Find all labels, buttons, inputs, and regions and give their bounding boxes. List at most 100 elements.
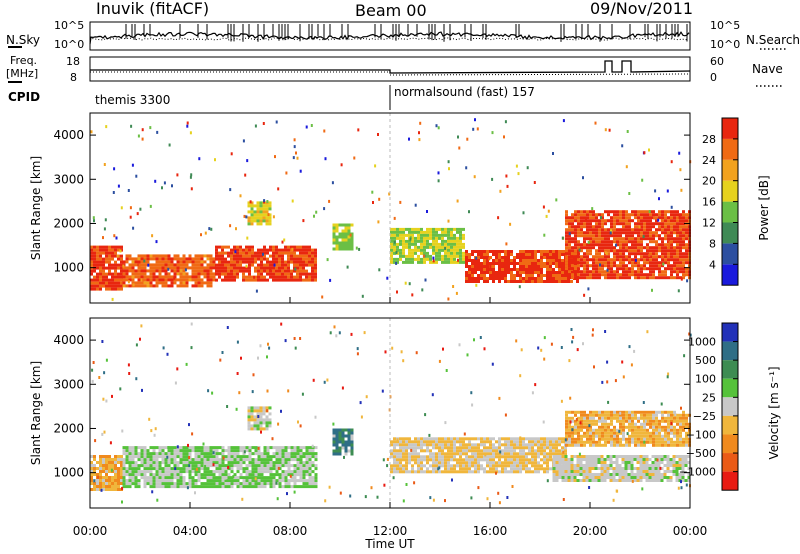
data-cell-r1 [152,257,156,261]
data-cell-r6 [595,413,598,417]
data-cell-r7 [661,243,664,247]
data-cell-r2 [233,278,236,282]
data-cell-r7 [568,255,571,259]
data-cell-r0 [117,257,120,261]
data-cell-r5 [399,227,402,231]
data-cell-r5 [420,257,423,261]
data-cell-r0 [114,245,117,249]
data-cell-r1 [218,467,222,471]
data-cell-r2 [251,278,254,282]
data-cell-r0 [96,287,99,291]
data-cell-r2 [299,272,302,276]
data-cell-r1 [158,482,162,486]
data-cell-r7 [661,240,664,244]
data-cell-r1 [263,470,267,474]
data-cell-r2 [284,272,287,276]
data-cell-r7 [682,213,685,217]
data-cell-r7 [682,216,685,220]
data-cell-r6 [540,271,543,274]
data-cell-r1 [233,476,237,480]
data-cell-r3 [347,443,351,447]
data-cell-r4 [474,470,477,474]
data-cell-r2 [242,257,245,261]
data-cell-r1 [269,479,273,483]
data-cell-r6 [561,277,564,280]
data-cell-r1 [215,449,219,453]
data-cell-r4 [462,470,465,474]
data-cell-r2 [299,278,302,282]
data-cell-r1 [143,464,147,468]
data-cell-r2 [242,278,245,282]
data-cell-r7 [634,252,637,256]
data-cell-r6 [540,265,543,268]
data-cell-r3 [262,207,266,211]
data-cell-r2 [218,269,221,273]
data-cell-r5 [393,257,396,261]
data-cell-r1 [161,281,165,285]
data-cell-r1 [185,260,189,264]
data-cell-r5 [414,242,417,246]
data-cell-r4 [453,458,456,462]
data-cell-r5 [585,470,589,473]
data-cell-r2 [256,427,260,431]
data-cell-r1 [155,281,159,285]
data-cell-r7 [640,234,643,238]
data-cell-r0 [120,257,123,261]
data-cell-r2 [275,275,278,279]
data-cell-r2 [272,257,275,261]
data-cell-r6 [525,262,528,265]
data-cell-r0 [117,281,120,285]
data-cell-r1 [173,455,177,459]
data-cell-r7 [661,252,664,256]
data-cell-r7 [682,237,685,241]
data-cell-r0 [96,254,99,258]
data-cell-r1 [161,269,165,273]
data-cell-r5 [681,467,685,470]
data-cell-r6 [516,271,519,274]
data-cell-r6 [577,410,580,414]
data-cell-r4 [399,443,402,447]
data-cell-r1 [209,485,213,489]
data-cell-r6 [586,413,589,417]
data-cell-r5 [423,233,426,237]
data-cell-r1 [188,449,192,453]
data-cell-r7 [616,249,619,253]
data-cell-r4 [495,446,498,450]
data-cell-r4 [534,443,537,447]
data-cell-r2 [281,263,284,267]
data-cell-sparse [605,252,608,256]
data-cell-r7 [628,261,631,265]
data-cell-r0 [117,482,120,485]
data-cell-r1 [290,473,294,477]
data-cell-r4 [501,470,504,474]
data-cell-r0 [114,467,117,470]
data-cell-r6 [486,280,489,283]
data-cell-r6 [592,422,595,426]
data-cell-r1 [287,461,291,465]
data-cell-sparse [156,130,159,134]
data-cell-r5 [606,455,610,458]
data-cell-r7 [589,270,592,274]
data-cell-r6 [525,268,528,271]
data-cell-sparse [186,124,189,128]
data-cell-r1 [137,278,141,282]
data-cell-r3 [250,213,254,217]
data-cell-r2 [236,263,239,267]
data-cell-r5 [600,479,604,482]
data-cell-r7 [568,216,571,220]
data-cell-sparse [274,155,276,159]
data-cell-r5 [642,467,646,470]
data-cell-r1 [194,461,198,465]
data-cell-r5 [606,464,610,467]
data-cell-r1 [251,476,255,480]
data-cell-sparse [388,192,391,196]
data-cell-r5 [435,242,438,246]
data-cell-r7 [673,246,676,250]
data-cell-r7 [619,216,622,220]
data-cell-r7 [619,243,622,247]
data-cell-r5 [447,227,450,231]
data-cell-r7 [565,264,568,268]
data-cell-r1 [224,467,228,471]
data-cell-r7 [646,276,649,280]
data-cell-r6 [468,253,471,256]
